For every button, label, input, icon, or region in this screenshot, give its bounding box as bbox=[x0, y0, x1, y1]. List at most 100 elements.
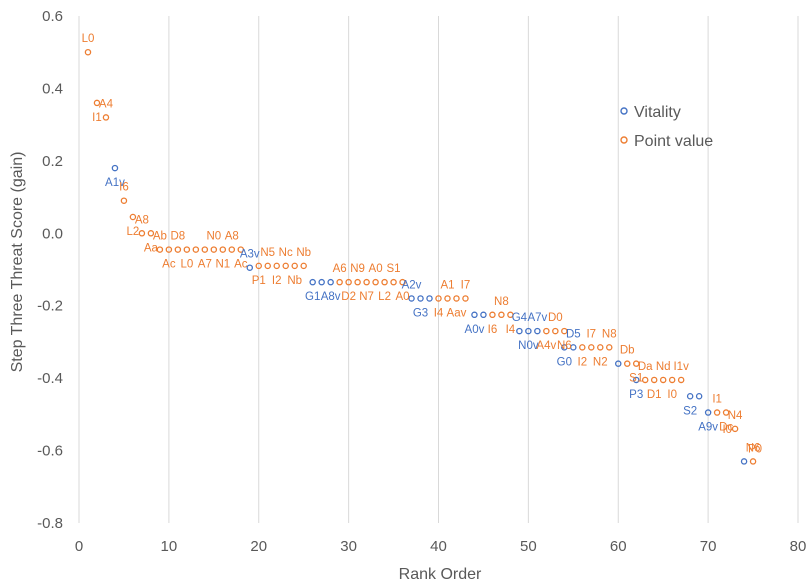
point-label: Nb bbox=[296, 247, 311, 259]
point-label: I7 bbox=[461, 279, 471, 291]
point-label: A3v bbox=[240, 249, 260, 261]
point-value-point bbox=[273, 262, 280, 270]
point-value-point bbox=[462, 295, 469, 302]
point-value-point bbox=[120, 197, 128, 204]
point-value-point bbox=[192, 246, 200, 253]
point-label: Ac bbox=[234, 259, 248, 271]
y-tick-label: -0.4 bbox=[37, 370, 63, 387]
vitality-point bbox=[417, 295, 424, 302]
point-value-point bbox=[731, 425, 739, 433]
y-axis-title: Step Three Threat Score (gain) bbox=[9, 152, 26, 373]
point-label: N8 bbox=[602, 328, 617, 340]
point-value-point bbox=[668, 376, 676, 384]
data-points bbox=[84, 48, 757, 465]
point-label: L2 bbox=[378, 291, 391, 303]
vitality-point bbox=[525, 327, 532, 335]
x-tick-label: 50 bbox=[520, 538, 537, 555]
point-value-point bbox=[93, 99, 101, 107]
annotation-label: P0 bbox=[748, 443, 762, 455]
point-value-point bbox=[444, 295, 451, 302]
point-label: A4 bbox=[99, 98, 114, 110]
point-value-point bbox=[372, 278, 379, 286]
point-value-point bbox=[174, 246, 182, 253]
point-value-point bbox=[363, 278, 370, 286]
point-value-point bbox=[381, 278, 388, 286]
x-tick-label: 80 bbox=[790, 538, 806, 555]
point-label: I6 bbox=[119, 182, 129, 194]
vitality-point bbox=[408, 295, 415, 302]
point-label: G4 bbox=[512, 312, 528, 324]
point-label: N7 bbox=[359, 291, 374, 303]
point-label: D8 bbox=[171, 231, 186, 243]
point-label: Nc bbox=[279, 247, 293, 259]
vitality-point bbox=[740, 458, 748, 465]
point-label: A8v bbox=[321, 291, 341, 303]
point-value-point bbox=[606, 344, 613, 351]
point-label: N6 bbox=[557, 340, 572, 352]
point-value-point bbox=[147, 230, 155, 237]
vitality-point bbox=[632, 376, 640, 384]
y-tick-label: -0.8 bbox=[37, 515, 63, 532]
point-value-point bbox=[632, 360, 640, 367]
point-value-point bbox=[749, 458, 757, 465]
point-value-point bbox=[641, 376, 649, 384]
point-value-point bbox=[282, 262, 289, 270]
point-label: N8 bbox=[494, 296, 509, 308]
point-label: I2 bbox=[578, 356, 588, 368]
vitality-point bbox=[704, 409, 712, 416]
x-axis-ticks: 0 10 20 30 40 50 60 70 80 bbox=[75, 538, 806, 555]
point-value-point bbox=[507, 311, 514, 319]
point-value-point bbox=[650, 376, 658, 384]
point-label: N9 bbox=[350, 263, 365, 275]
vitality-point bbox=[480, 311, 487, 319]
point-label: I6 bbox=[488, 324, 498, 336]
x-tick-label: 70 bbox=[700, 538, 717, 555]
point-label: I1 bbox=[712, 394, 722, 406]
point-value-point bbox=[183, 246, 191, 253]
point-label: L0 bbox=[82, 33, 95, 45]
point-label: I7 bbox=[586, 328, 596, 340]
point-label: D0 bbox=[548, 312, 563, 324]
legend-vitality-marker bbox=[620, 107, 628, 115]
point-label: A0 bbox=[396, 291, 410, 303]
point-label: A9v bbox=[698, 422, 718, 434]
point-label: A2v bbox=[402, 279, 422, 291]
point-value-point bbox=[291, 262, 298, 270]
point-label: P1 bbox=[252, 275, 266, 287]
legend-point-value-marker bbox=[620, 136, 628, 144]
vitality-point bbox=[516, 327, 523, 335]
point-value-point bbox=[129, 213, 137, 221]
point-label: S2 bbox=[683, 405, 697, 417]
point-label: A8 bbox=[135, 214, 149, 226]
vitality-point bbox=[471, 311, 478, 319]
point-value-point bbox=[579, 344, 586, 351]
point-label: L0 bbox=[180, 259, 193, 271]
annotation-label: I0 bbox=[722, 424, 732, 436]
point-value-point bbox=[201, 246, 209, 253]
point-value-point bbox=[228, 246, 236, 253]
legend-point-value-label: Point value bbox=[634, 133, 713, 150]
x-tick-label: 20 bbox=[250, 538, 267, 555]
point-value-point bbox=[453, 295, 460, 302]
point-label: Dc bbox=[719, 422, 733, 434]
x-tick-label: 60 bbox=[610, 538, 627, 555]
point-label: Nb bbox=[287, 275, 302, 287]
point-value-point bbox=[677, 376, 685, 384]
point-label: A1v bbox=[105, 177, 125, 189]
point-label: G3 bbox=[413, 307, 428, 319]
vitality-point bbox=[570, 344, 577, 351]
point-label: I0 bbox=[667, 389, 677, 401]
x-tick-label: 30 bbox=[340, 538, 357, 555]
legend: Vitality Point value bbox=[620, 104, 713, 150]
y-tick-label: 0.0 bbox=[42, 225, 63, 242]
point-label: A1 bbox=[440, 279, 454, 291]
point-label: Da bbox=[638, 361, 653, 373]
y-tick-label: 0.4 bbox=[42, 80, 63, 97]
point-value-point bbox=[722, 409, 730, 416]
point-value-point bbox=[345, 278, 352, 286]
point-label: N6 bbox=[746, 442, 761, 454]
point-label: A8 bbox=[225, 231, 239, 243]
point-label: A7 bbox=[198, 259, 212, 271]
